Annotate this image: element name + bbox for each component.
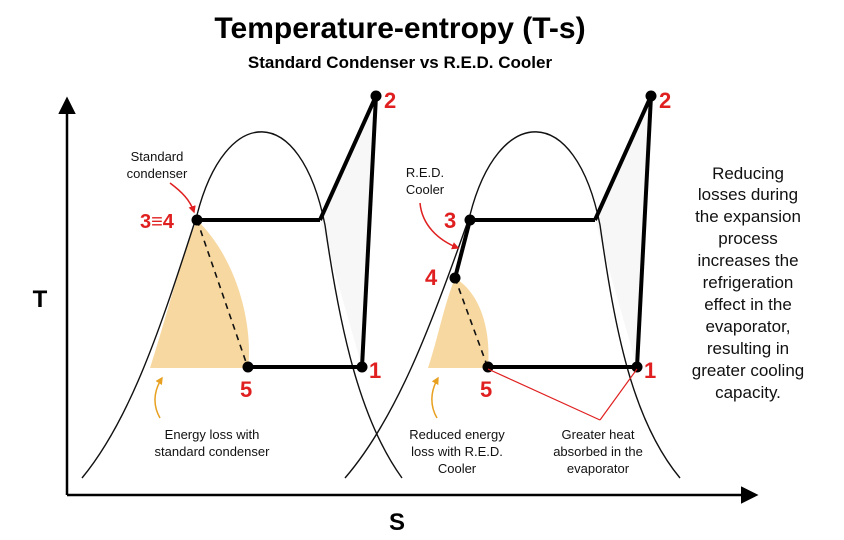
left-label-1: 1 [369,358,381,383]
left-expansion-line [196,219,249,369]
right-point-3 [464,214,476,226]
right-loss-note-line3: Cooler [438,461,477,476]
heat-note-line1: Greater heat [562,427,635,442]
right-desuperheat-line [593,95,653,221]
right-expansion-line [454,277,489,369]
left-desuperheat-line [318,95,378,221]
conclusion-line-2: losses during [698,185,798,204]
left-saturation-dome [81,131,403,479]
diagram-subtitle: Standard Condenser vs R.E.D. Cooler [248,53,553,72]
right-point-2 [645,90,657,102]
right-ts-diagram: 3 4 2 1 5 R.E.D. Cooler Reduced energy l… [344,88,681,479]
heat-note-line3: evaporator [567,461,630,476]
left-loss-arrow [154,376,163,419]
heat-callout-line-to-5 [487,368,601,421]
right-vapor-region [595,96,651,367]
left-label-5: 5 [240,377,252,402]
left-label-2: 2 [384,88,396,113]
right-energy-loss-region [428,278,489,368]
left-energy-loss-region [150,220,250,368]
left-point-1 [356,361,368,373]
left-callout-line1: Standard [131,149,184,164]
left-compression-line [360,95,378,368]
left-loss-note-line1: Energy loss with [165,427,260,442]
x-axis-label: S [389,509,405,536]
conclusion-line-9: resulting in [707,339,789,358]
left-vapor-region [320,96,376,367]
right-point-1 [631,361,643,373]
right-label-3: 3 [444,208,456,233]
conclusion-line-5: increases the [697,251,798,270]
right-label-5: 5 [480,377,492,402]
right-label-4: 4 [425,265,438,290]
conclusion-line-11: capacity. [715,383,781,402]
conclusion-line-3: the expansion [695,207,801,226]
conclusion-line-10: greater cooling [692,361,804,380]
left-point-2 [370,90,382,102]
left-loss-note-line2: standard condenser [155,444,271,459]
heat-callout-line-to-1 [599,368,638,421]
conclusion-line-8: evaporator, [705,317,790,336]
right-callout-line2: Cooler [406,182,445,197]
left-label-34: 3≡4 [140,211,175,233]
conclusion-text: Reducing losses during the expansion pro… [692,164,804,402]
conclusion-line-4: process [718,229,778,248]
right-loss-note-line1: Reduced energy [409,427,505,442]
left-callout-line2: condenser [127,166,188,181]
conclusion-line-1: Reducing [712,164,784,183]
left-callout-arrow [169,182,196,214]
heat-note-line2: absorbed in the [553,444,643,459]
left-point-34 [191,214,203,226]
right-saturation-dome [344,131,681,479]
right-compression-line [635,95,653,368]
y-axis-label: T [33,286,48,313]
diagram-title: Temperature-entropy (T-s) [214,12,585,45]
left-point-5 [242,361,254,373]
right-callout-line1: R.E.D. [406,165,444,180]
right-loss-note-line2: loss with R.E.D. [411,444,503,459]
right-label-2: 2 [659,88,671,113]
right-subcool-line [453,219,472,279]
right-callout-arrow [419,202,460,250]
left-ts-diagram: 3≡4 2 1 5 Standard condenser Energy loss… [81,88,403,479]
right-point-4 [449,272,461,284]
conclusion-line-6: refrigeration [703,273,794,292]
right-label-1: 1 [644,358,656,383]
conclusion-line-7: effect in the [704,295,792,314]
right-loss-arrow [431,376,439,419]
